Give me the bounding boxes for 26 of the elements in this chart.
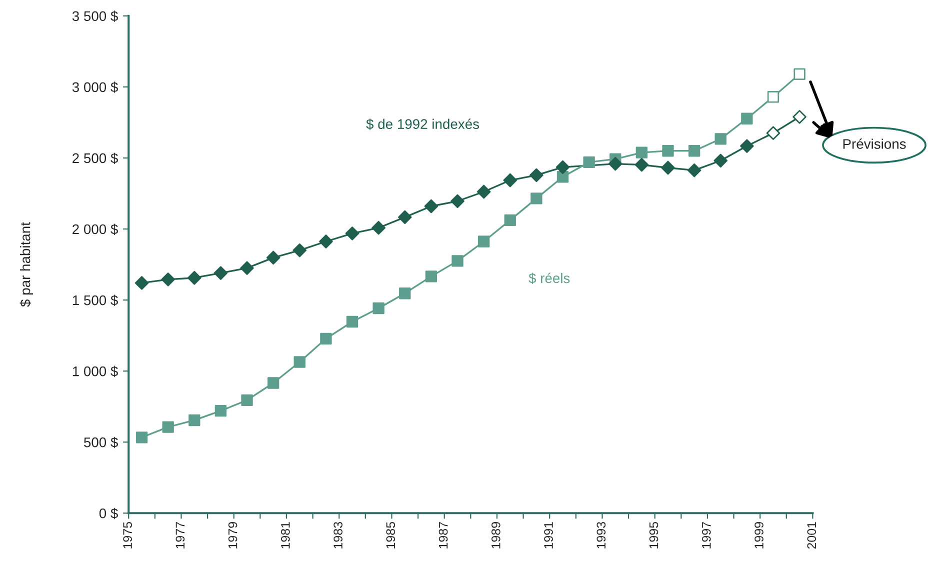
x-tick-label: 1999 [754, 522, 764, 548]
y-axis-title: $ par habitant [20, 222, 33, 307]
y-tick-label: 2 500 $ [72, 152, 118, 164]
y-tick-label: 1 500 $ [72, 294, 118, 306]
y-tick-label: 1 000 $ [72, 366, 118, 378]
y-tick-label: 2 000 $ [72, 224, 118, 235]
x-tick-label: 1987 [438, 522, 448, 548]
x-tick-label: 1977 [176, 522, 185, 548]
y-tick-label: 0 $ [99, 508, 118, 520]
x-tick-label: 1981 [280, 522, 290, 548]
x-tick-label: 1993 [596, 522, 606, 548]
text: $ de 1992 indexés [366, 118, 480, 130]
y-tick-label: 3 500 $ [72, 10, 118, 22]
x-tick-label: 1983 [334, 522, 342, 548]
y-tick-label: 3 000 $ [72, 82, 118, 93]
x-tick-label: 1979 [228, 522, 238, 548]
x-tick-label: 1995 [649, 522, 658, 548]
text: Prévisions [843, 138, 906, 149]
y-tick-label: 500 $ [84, 436, 118, 448]
x-tick-label: 2001 [807, 522, 816, 549]
x-tick-label: 1975 [123, 522, 132, 548]
x-tick-label: 1991 [544, 522, 553, 548]
x-tick-label: 1985 [386, 522, 396, 548]
x-tick-label: 1997 [702, 522, 711, 548]
text: $ réels [528, 272, 570, 284]
x-tick-label: 1989 [491, 522, 500, 548]
